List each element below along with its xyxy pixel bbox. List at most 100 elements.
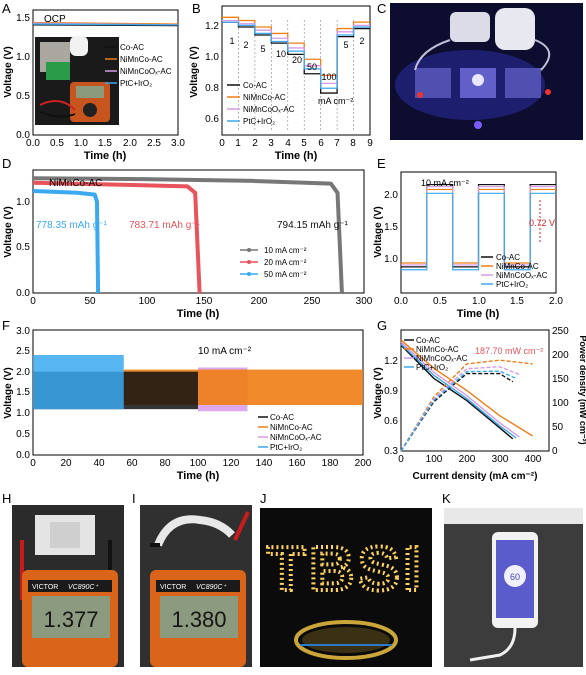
panel-g: G 187.70 mW cm⁻² Co-AC NiMnCo-AC NiMnCoO… — [373, 318, 586, 482]
panel-g-label: G — [377, 318, 387, 333]
panel-e-frame — [400, 171, 557, 294]
panel-b-unit: mA cm⁻² — [318, 96, 353, 106]
panel-g-frame — [400, 329, 550, 452]
panel-f-xlabel: Time (h) — [177, 470, 220, 482]
panel-i-model: VC890C⁺ — [196, 584, 227, 591]
panel-e-legend-co: Co-AC — [496, 253, 520, 262]
panel-i-photo: VICTOR VC890C⁺ 1.380 — [140, 505, 252, 667]
panel-b-label: B — [192, 1, 201, 16]
panel-a-inset-photo — [35, 36, 119, 125]
tick-label: 200 — [552, 350, 569, 361]
tick-label: 0.8 — [205, 83, 219, 94]
tick-label: 1.5 — [16, 387, 30, 398]
panel-h-photo: VICTOR VC890C⁺ 1.377 — [12, 505, 124, 667]
panel-b-steps: 1 2 5 10 20 50 100 5 2 — [229, 36, 364, 82]
panel-h-label: H — [2, 491, 11, 506]
panel-i-reading: 1.380 — [171, 607, 226, 632]
panel-b-legend: Co-AC NiMnCo-AC NiMnCoOₓ-AC PtC+IrO₂ — [227, 81, 295, 126]
panel-e-xticks: 0.0 0.5 1.0 1.5 2.0 — [394, 296, 563, 307]
series-line — [32, 21, 179, 25]
step-label: 50 — [307, 62, 317, 72]
panel-a: A OCP Co-AC NiMnCo-AC NiMnCoOₓ-AC PtC+Ir… — [2, 1, 185, 162]
tick-label: 100 — [552, 398, 569, 409]
tick-label: 0 — [552, 446, 558, 457]
tick-label: 300 — [492, 454, 509, 465]
voltage-line — [400, 339, 533, 437]
tick-label: 1.0 — [16, 197, 30, 208]
series-line — [32, 23, 179, 26]
panel-h-brand: VICTOR — [32, 584, 58, 591]
tick-label: 200 — [355, 458, 372, 469]
series-line — [401, 192, 556, 271]
panel-a-frame — [32, 9, 179, 136]
panel-h-reading: 1.377 — [43, 607, 98, 632]
panel-d-legend: 10 mA cm⁻² 20 mA cm⁻² 50 mA cm⁻² — [240, 246, 307, 279]
panel-b-legend-nimnco: NiMnCo-AC — [243, 93, 286, 102]
panel-b-ylabel: Voltage (V) — [189, 46, 200, 97]
tick-label: 0.0 — [26, 138, 40, 149]
panel-a-yticks: 0.0 0.5 1.0 1.5 — [16, 13, 30, 141]
panel-j-sign: TBSI — [267, 535, 424, 604]
tick-label: 9 — [367, 138, 373, 149]
panel-d-yticks: 0.0 0.5 1.0 — [16, 197, 30, 299]
tick-label: 0.3 — [384, 446, 398, 457]
series-line — [222, 16, 370, 76]
panel-j: J TBSI — [260, 491, 432, 667]
panel-f-xticks: 0 20 40 60 80 100 120 140 160 180 200 — [30, 458, 372, 469]
tick-label: 1.5 — [16, 13, 30, 24]
tick-label: 1.0 — [472, 296, 486, 307]
tick-label: 3.0 — [171, 138, 185, 149]
tick-label: 0 — [398, 454, 404, 465]
panel-j-photo: TBSI — [260, 508, 432, 667]
panel-f-legend-co: Co-AC — [270, 413, 294, 422]
tick-label: 140 — [256, 458, 273, 469]
tick-label: 400 — [525, 454, 542, 465]
panel-b-xlabel: Time (h) — [275, 150, 318, 162]
panel-g-annotation: 187.70 mW cm⁻² — [475, 346, 543, 356]
tick-label: 0.5 — [16, 429, 30, 440]
panel-c: C — [377, 1, 583, 140]
tick-label: 100 — [139, 296, 156, 307]
panel-f-bands — [33, 355, 363, 412]
tick-label: 2.0 — [16, 367, 30, 378]
panel-d-annotation: NiMnCo-AC — [49, 178, 102, 189]
series-line — [222, 21, 370, 89]
tick-label: 200 — [251, 296, 268, 307]
tick-label: 40 — [93, 458, 105, 469]
panel-f-annotation: 10 mA cm⁻² — [198, 346, 252, 357]
step-label: 10 — [276, 49, 286, 59]
panel-b: B 1 2 5 10 20 50 100 5 2 mA cm⁻² Co-AC N… — [189, 1, 373, 162]
panel-e-yticks: 1.0 1.5 2.0 — [384, 190, 398, 265]
tick-label: 250 — [304, 296, 321, 307]
panel-d-legend-10: 10 mA cm⁻² — [264, 246, 307, 255]
panel-a-ylabel: Voltage (V) — [3, 46, 14, 97]
panel-d-xlabel: Time (h) — [177, 308, 220, 320]
tick-label: 1.5 — [384, 222, 398, 233]
panel-d-capacity-10: 794.15 mAh g⁻¹ — [277, 220, 349, 231]
panel-e-xlabel: Time (h) — [457, 308, 500, 320]
panel-c-photo — [390, 3, 583, 140]
step-label: 1 — [229, 36, 234, 46]
panel-c-label: C — [377, 1, 386, 16]
panel-f-label: F — [2, 318, 10, 333]
panel-g-legend-nimnco: NiMnCo-AC — [416, 345, 459, 354]
panel-d-lines — [32, 176, 344, 294]
tick-label: 8 — [350, 138, 356, 149]
tick-label: 2.0 — [549, 296, 563, 307]
panel-e-ylabel: Voltage (V) — [373, 206, 384, 257]
tick-label: 0.5 — [50, 138, 64, 149]
panel-d-legend-50: 50 mA cm⁻² — [264, 270, 307, 279]
panel-a-legend-ptc: PtC+IrO₂ — [120, 79, 152, 88]
panel-a-annotation: OCP — [44, 14, 66, 25]
series-line — [32, 180, 202, 294]
voltage-line — [400, 341, 520, 438]
panel-a-legend: Co-AC NiMnCo-AC NiMnCoOₓ-AC PtC+IrO₂ — [105, 43, 172, 88]
panel-e-legend-nimnco: NiMnCo-AC — [496, 262, 539, 271]
tick-label: 2.0 — [384, 190, 398, 201]
tick-label: 0.0 — [16, 288, 30, 299]
panel-k-percent: 60 — [510, 572, 520, 582]
panel-k: K 60 — [442, 491, 583, 667]
power-line — [400, 366, 520, 452]
panel-b-frame — [221, 5, 371, 136]
series-band — [33, 355, 124, 410]
